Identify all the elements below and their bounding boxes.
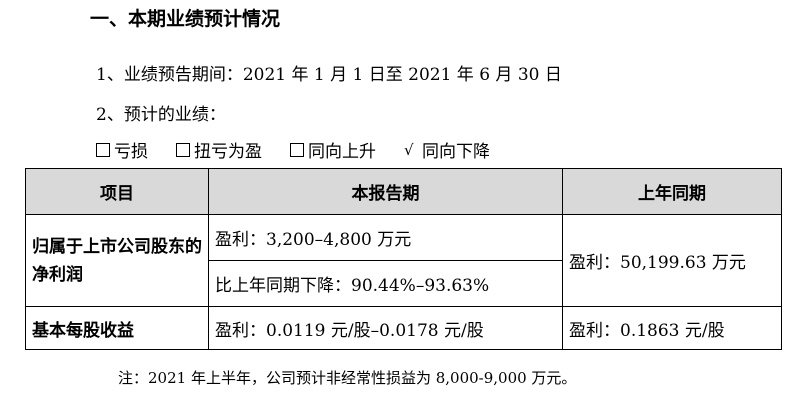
header-prior-period: 上年同期 (562, 168, 782, 215)
table-row: 归属于上市公司股东的净利润 盈利：3,200–4,800 万元 盈利：50,19… (25, 214, 782, 307)
forecast-period-line: 1、业绩预告期间：2021 年 1 月 1 日至 2021 年 6 月 30 日 (96, 65, 562, 85)
net-profit-prior: 盈利：50,199.63 万元 (562, 214, 782, 307)
option-decrease: √ 同向下降 (404, 137, 490, 163)
footnote: 注：2021 年上半年，公司预计非经常性损益为 8,000-9,000 万元。 (118, 369, 577, 387)
eps-current: 盈利：0.0119 元/股–0.0178 元/股 (208, 306, 563, 350)
header-current-period: 本报告期 (208, 168, 563, 215)
checkbox-unchecked-icon (176, 142, 190, 157)
table-row: 基本每股收益 盈利：0.0119 元/股–0.0178 元/股 盈利：0.186… (25, 306, 782, 350)
header-item: 项目 (25, 168, 209, 215)
eps-label: 基本每股收益 (25, 306, 209, 350)
net-profit-change: 比上年同期下降：90.44%–93.63% (208, 260, 563, 307)
table-row: 比上年同期下降：90.44%–93.63% (26, 260, 782, 307)
forecast-table: 项目 本报告期 上年同期 归属于上市公司股东的净利润 盈利：3,200–4,80… (25, 168, 782, 350)
forecast-label: 2、预计的业绩： (96, 105, 226, 125)
net-profit-current: 盈利：3,200–4,800 万元 (208, 214, 563, 261)
option-label: 同向上升 (308, 142, 376, 162)
table-header-row: 项目 本报告期 上年同期 (25, 168, 782, 215)
eps-prior: 盈利：0.1863 元/股 (562, 306, 782, 350)
forecast-type-options: 亏损 扭亏为盈 同向上升 √ 同向下降 (96, 137, 518, 162)
option-turnaround: 扭亏为盈 (176, 137, 262, 162)
checkbox-unchecked-icon (96, 142, 110, 157)
net-profit-label: 归属于上市公司股东的净利润 (25, 214, 209, 307)
option-label: 亏损 (114, 142, 148, 162)
check-mark-icon: √ (404, 140, 414, 159)
option-label: 扭亏为盈 (194, 142, 262, 162)
option-loss: 亏损 (96, 137, 148, 162)
option-increase: 同向上升 (290, 137, 376, 162)
option-label: 同向下降 (422, 142, 490, 162)
section-title: 一、本期业绩预计情况 (90, 8, 281, 30)
checkbox-unchecked-icon (290, 142, 304, 157)
